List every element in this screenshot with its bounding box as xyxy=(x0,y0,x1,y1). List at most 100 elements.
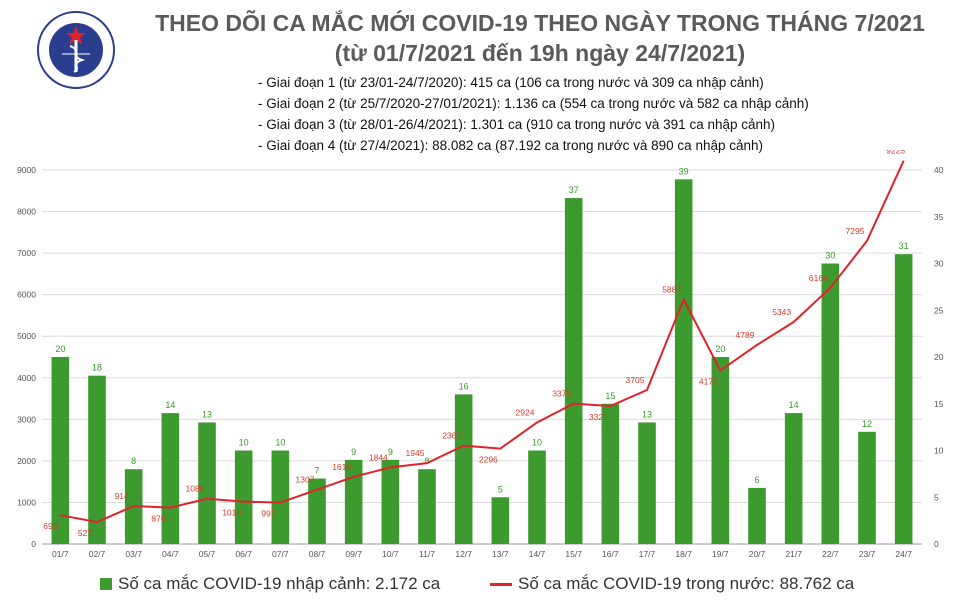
bar xyxy=(454,394,473,544)
bar xyxy=(51,357,70,544)
x-tick-label: 04/7 xyxy=(162,549,179,559)
bar-data-label: 20 xyxy=(715,344,725,354)
x-tick-label: 01/7 xyxy=(52,549,69,559)
y-left-tick-label: 3000 xyxy=(17,414,36,424)
x-tick-label: 11/7 xyxy=(419,549,435,559)
line-data-label: 4789 xyxy=(736,330,755,340)
line-data-label: 3379 xyxy=(552,389,571,399)
line-data-label: 527 xyxy=(78,528,92,538)
x-tick-label: 06/7 xyxy=(235,549,252,559)
y-right-tick-label: 35 xyxy=(934,212,944,222)
x-tick-label: 10/7 xyxy=(382,549,399,559)
bar-data-label: 8 xyxy=(424,456,429,466)
bar-data-label: 20 xyxy=(55,344,65,354)
y-right-tick-label: 40 xyxy=(934,165,944,175)
bar xyxy=(198,422,216,544)
bar xyxy=(674,179,693,544)
bar-data-label: 5 xyxy=(498,484,503,494)
phase-note: - Giai đoạn 3 (từ 28/01-26/4/2021): 1.30… xyxy=(258,117,776,132)
bar xyxy=(308,478,326,544)
legend-swatch-line xyxy=(490,582,512,586)
bar-data-label: 39 xyxy=(679,166,689,176)
bar xyxy=(234,450,253,544)
bar-data-label: 13 xyxy=(642,409,652,419)
y-left-tick-label: 0 xyxy=(31,539,36,549)
line-data-label: 1945 xyxy=(406,448,425,458)
legend-label-domestic: Số ca mắc COVID-19 trong nước: 88.762 ca xyxy=(518,574,855,593)
y-left-tick-label: 4000 xyxy=(17,373,36,383)
bar xyxy=(528,450,546,544)
y-right-tick-label: 25 xyxy=(934,305,944,315)
y-left-tick-label: 7000 xyxy=(17,248,36,258)
y-right-tick-label: 0 xyxy=(934,539,939,549)
legend-swatch-bar xyxy=(100,578,112,590)
bar xyxy=(748,487,766,544)
bar xyxy=(88,375,106,544)
x-tick-label: 18/7 xyxy=(675,549,692,559)
bar-data-label: 30 xyxy=(825,251,835,261)
bar-data-label: 10 xyxy=(532,438,542,448)
legend-item-domestic: Số ca mắc COVID-19 trong nước: 88.762 ca xyxy=(490,574,854,594)
line-data-label: 1019 xyxy=(222,508,241,518)
y-right-tick-label: 15 xyxy=(934,399,944,409)
bar-data-label: 16 xyxy=(459,381,469,391)
line-data-label: 5887 xyxy=(662,284,681,294)
x-tick-label: 07/7 xyxy=(272,549,289,559)
x-tick-label: 03/7 xyxy=(125,549,142,559)
bar-data-label: 6 xyxy=(754,475,759,485)
bar xyxy=(418,469,436,544)
bar-data-label: 14 xyxy=(789,400,799,410)
bar xyxy=(161,413,180,544)
legend-label-imported: Số ca mắc COVID-19 nhập cảnh: 2.172 ca xyxy=(118,574,441,593)
line-data-label: 1089 xyxy=(186,484,205,494)
bar-data-label: 10 xyxy=(275,438,285,448)
bar-data-label: 37 xyxy=(569,185,579,195)
line-data-label: 914 xyxy=(115,491,129,501)
bar xyxy=(601,403,620,544)
bar xyxy=(564,198,583,545)
x-tick-label: 21/7 xyxy=(785,549,802,559)
bar-data-label: 15 xyxy=(605,391,615,401)
y-right-tick-label: 20 xyxy=(934,352,944,362)
x-tick-label: 20/7 xyxy=(749,549,766,559)
x-tick-label: 16/7 xyxy=(602,549,619,559)
bar-data-label: 7 xyxy=(314,466,319,476)
y-left-tick-label: 5000 xyxy=(17,331,36,341)
domestic-cases-line xyxy=(60,160,905,524)
line-data-label: 9225 xyxy=(886,150,905,156)
bar xyxy=(381,459,400,544)
title-line-2: (từ 01/7/2021 đến 19h ngày 24/7/2021) xyxy=(334,40,746,66)
x-tick-label: 13/7 xyxy=(492,549,509,559)
bar xyxy=(858,431,876,544)
line-data-label: 693 xyxy=(43,521,57,531)
x-tick-label: 08/7 xyxy=(309,549,326,559)
line-data-label: 7295 xyxy=(846,226,865,236)
line-data-label: 1616 xyxy=(332,462,351,472)
bar xyxy=(711,357,730,544)
line-data-label: 5343 xyxy=(772,307,791,317)
phase-note: - Giai đoạn 2 (từ 25/7/2020-27/01/2021):… xyxy=(258,96,809,111)
x-tick-label: 14/7 xyxy=(529,549,546,559)
y-right-tick-label: 30 xyxy=(934,259,944,269)
bar-data-label: 18 xyxy=(92,363,102,373)
y-left-tick-label: 1000 xyxy=(17,497,36,507)
y-left-tick-label: 8000 xyxy=(17,207,36,217)
bar xyxy=(344,459,363,544)
cases-chart: 0 1000 2000 3000 4000 5000 6000 7000 8000 9000 0 5 1… xyxy=(17,150,944,559)
y-left-tick-label: 2000 xyxy=(17,456,36,466)
line-data-label: 1844 xyxy=(369,452,388,462)
legend-item-imported: Số ca mắc COVID-19 nhập cảnh: 2.172 ca xyxy=(100,574,440,594)
x-tick-label: 02/7 xyxy=(89,549,106,559)
line-data-label: 2296 xyxy=(479,455,498,465)
ministry-of-health-logo xyxy=(37,11,115,89)
bar xyxy=(638,422,656,544)
bar-data-label: 12 xyxy=(862,419,872,429)
phase-note: - Giai đoạn 1 (từ 23/01-24/7/2020): 415 … xyxy=(258,75,764,90)
bar-data-label: 13 xyxy=(202,409,212,419)
line-data-label: 876 xyxy=(151,514,165,524)
phase-note: - Giai đoạn 4 (từ 27/4/2021): 88.082 ca … xyxy=(258,138,763,153)
y-left-tick-label: 6000 xyxy=(17,290,36,300)
x-tick-label: 23/7 xyxy=(859,549,876,559)
line-data-label: 3321 xyxy=(589,412,608,422)
line-data-label: 997 xyxy=(261,509,275,519)
